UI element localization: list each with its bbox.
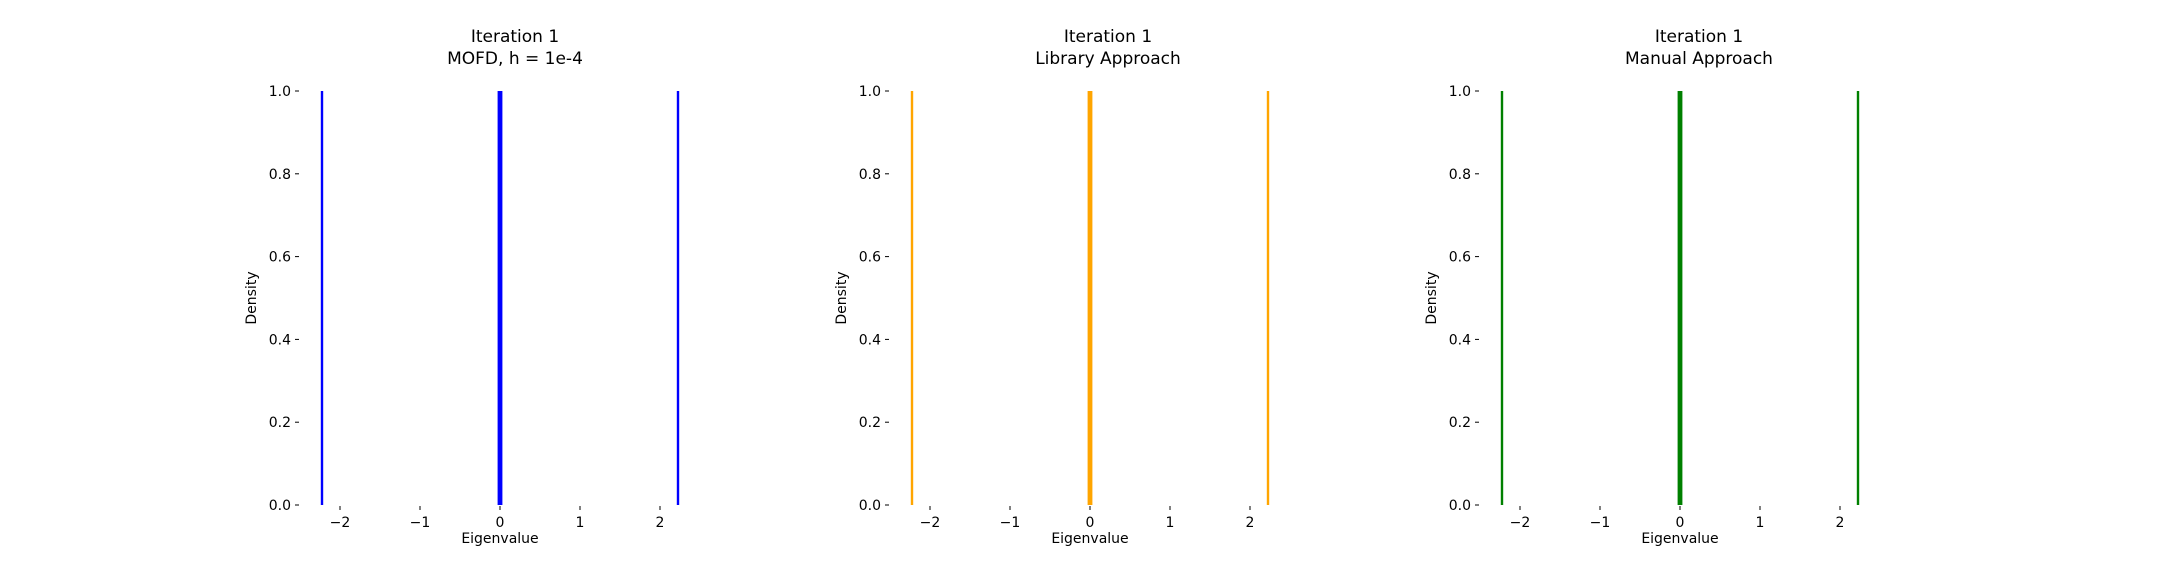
panel-2-x-tick-label-1: −2 — [920, 515, 941, 531]
panel-1-y-tick-label-6: 1.0 — [269, 84, 291, 100]
panel-2-y-tick-label-1: 0.0 — [859, 498, 881, 514]
panel-2-y-tick-label-4: 0.6 — [859, 250, 881, 266]
panel-1-y-tick-label-2: 0.2 — [269, 415, 291, 431]
panel-1-histogram-bar-2 — [497, 91, 503, 505]
panel-3-y-tick-label-5: 0.8 — [1449, 167, 1471, 183]
panel-2-y-tick-label-6: 1.0 — [859, 84, 881, 100]
panel-2-y-axis-label: Density — [834, 271, 850, 324]
panel-1-y-tick-label-1: 0.0 — [269, 498, 291, 514]
panel-3-x-tick-label-3: 0 — [1676, 515, 1685, 531]
panel-3-y-tick-label-3: 0.4 — [1449, 332, 1471, 348]
panel-3-x-axis-label: Eigenvalue — [1641, 531, 1718, 547]
panel-3-y-tick-label-2: 0.2 — [1449, 415, 1471, 431]
panel-1-histogram-bar-1 — [320, 91, 324, 505]
panel-3-x-tick-label-4: 1 — [1756, 515, 1765, 531]
panel-1-y-tick-label-4: 0.6 — [269, 250, 291, 266]
panel-1-x-tick-label-5: 2 — [656, 515, 665, 531]
panel-1-x-axis-label: Eigenvalue — [461, 531, 538, 547]
panel-2-x-tick-label-4: 1 — [1166, 515, 1175, 531]
panel-1-x-tick-label-4: 1 — [576, 515, 585, 531]
panel-3-y-axis-label: Density — [1424, 271, 1440, 324]
panel-2-x-tick-label-5: 2 — [1246, 515, 1255, 531]
panel-3-x-tick-label-5: 2 — [1836, 515, 1845, 531]
panel-2-x-axis-label: Eigenvalue — [1051, 531, 1128, 547]
panel-2-title-line-2: Library Approach — [1035, 49, 1181, 69]
panel-1-x-tick-label-1: −2 — [330, 515, 351, 531]
panel-3-x-tick-label-2: −1 — [1590, 515, 1611, 531]
panel-2-y-tick-label-3: 0.4 — [859, 332, 881, 348]
panel-2-y-tick-label-5: 0.8 — [859, 167, 881, 183]
panel-1-y-axis-label: Density — [244, 271, 260, 324]
panel-1-title-line-2: MOFD, h = 1e-4 — [447, 49, 583, 69]
panel-3-y-tick-label-6: 1.0 — [1449, 84, 1471, 100]
panel-3-title-line-2: Manual Approach — [1625, 49, 1773, 69]
panel-1-y-tick-label-5: 0.8 — [269, 167, 291, 183]
panel-2-y-tick-label-2: 0.2 — [859, 415, 881, 431]
panel-3-histogram-bar-3 — [1856, 91, 1860, 505]
panel-2-histogram-bar-2 — [1087, 91, 1093, 505]
panel-1-x-tick-label-3: 0 — [496, 515, 505, 531]
panel-1-title-line-1: Iteration 1 — [471, 27, 559, 47]
panel-3-title-line-1: Iteration 1 — [1655, 27, 1743, 47]
panel-1-y-tick-label-3: 0.4 — [269, 332, 291, 348]
panel-3-histogram-bar-2 — [1677, 91, 1683, 505]
panel-2-title-line-1: Iteration 1 — [1064, 27, 1152, 47]
panel-3-y-tick-label-1: 0.0 — [1449, 498, 1471, 514]
panel-2-x-tick-label-2: −1 — [1000, 515, 1021, 531]
panel-1-x-tick-label-2: −1 — [410, 515, 431, 531]
panel-3-histogram-bar-1 — [1500, 91, 1504, 505]
panel-1-histogram-bar-3 — [676, 91, 680, 505]
panel-2-histogram-bar-3 — [1266, 91, 1270, 505]
panel-3-y-tick-label-4: 0.6 — [1449, 250, 1471, 266]
panel-2-x-tick-label-3: 0 — [1086, 515, 1095, 531]
panel-2-histogram-bar-1 — [910, 91, 914, 505]
panel-3-x-tick-label-1: −2 — [1510, 515, 1531, 531]
